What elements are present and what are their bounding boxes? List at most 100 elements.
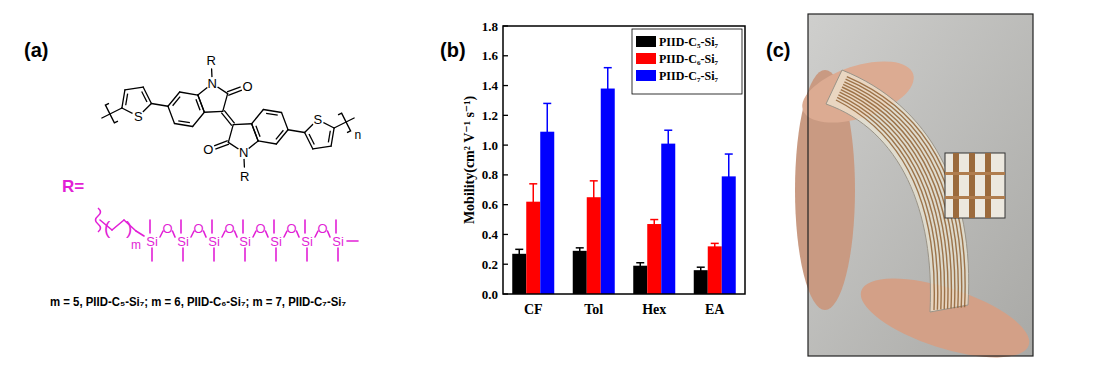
chain-bond [151,248,153,261]
error-cap [650,219,658,221]
legend-label: PIID-C₇-Si₇ [659,69,719,83]
chain-bond [213,248,215,261]
si-label: Si [301,234,313,249]
caption: m = 5, PIID-C₅-Si₇; m = 6, PIID-C₆-Si₇; … [50,295,346,309]
y-tick [503,144,508,145]
atom-label: S [313,112,322,127]
bond [266,113,278,115]
error-line [640,263,642,269]
bond [143,87,151,103]
inset-electrode [945,196,1005,199]
bond [227,87,241,92]
bar [647,224,661,294]
error-bar [529,184,537,220]
y-tick-label: 0.8 [482,167,499,182]
chain-bond [306,248,308,261]
chain-bond [315,231,318,237]
chain-label: R= [62,177,84,196]
error-line [714,243,716,249]
error-cap [664,129,672,131]
chain-bond [266,231,269,237]
atom-label: N [208,76,217,91]
chain-bond [297,231,300,237]
x-tick-label: EA [705,302,725,317]
error-bar [604,68,612,110]
panel-label: (a) [24,39,48,61]
error-cap [664,156,672,158]
atom-label: N [239,145,248,160]
bond [196,99,200,110]
plot-area [512,68,736,294]
error-line [728,154,730,199]
bond [224,110,234,123]
bar [708,246,722,294]
inset [945,153,1005,218]
error-bar [725,154,733,199]
x-tick-label: Hex [642,302,666,317]
chain-bond [273,220,275,233]
figure: (a)(b)(c)ONSRONSRnR=()mSiOSiOSiOSiOSiOSi… [0,0,1103,372]
legend-swatch [636,53,656,64]
o-label: O [317,221,327,236]
chain-bond [136,231,144,236]
bond [151,104,168,107]
y-tick-label: 1.0 [482,138,498,153]
inset-electrode [953,153,959,218]
bracket [105,103,118,123]
structure: ONSRONSRn [102,53,361,184]
chain-bond [253,231,256,237]
y-tick-label: 0.6 [482,197,499,212]
o-label: O [286,221,296,236]
chain-bond [242,220,244,233]
bond [328,131,330,143]
bond [263,109,281,112]
y-tick [503,204,508,205]
error-bar [636,263,644,269]
bond [252,109,264,123]
chain-bond [160,231,163,237]
error-cap [543,159,551,161]
error-cap [576,253,584,255]
bond [228,125,233,143]
bond [282,112,288,129]
bond [198,95,204,112]
bar [661,144,675,294]
panel-label: (b) [440,39,466,61]
bond [204,111,222,113]
error-bar [543,103,551,160]
error-cap [543,103,551,105]
error-bar [576,248,584,254]
substituent-label: R [240,169,249,184]
bond [168,106,174,123]
chain-bond [284,231,287,237]
y-tick [503,174,508,175]
chain-bond [182,248,184,261]
si-label: Si [239,234,251,249]
y-tick-label: 1.6 [482,48,499,63]
inset-electrode [985,153,991,218]
error-cap [529,183,537,185]
error-line [579,248,581,254]
bond [122,90,125,108]
error-cap [725,198,733,200]
chain-bond [304,220,306,233]
error-cap [697,272,705,274]
si-label: Si [270,234,282,249]
repeat-label: n [355,128,362,142]
error-cap [576,247,584,249]
y-tick [503,115,508,116]
substituent-label: R [207,53,216,68]
bond [173,97,180,106]
error-cap [725,153,733,155]
paren: ( [104,217,111,238]
inset-electrode [969,153,975,218]
panel-label: (c) [766,39,790,61]
bar [694,270,708,294]
y-tick-label: 1.2 [482,108,498,123]
y-tick [503,55,508,56]
legend-swatch [636,36,656,47]
y-tick-label: 0.0 [482,287,498,302]
bar [573,251,587,294]
error-cap [590,213,598,215]
bond [223,94,228,112]
